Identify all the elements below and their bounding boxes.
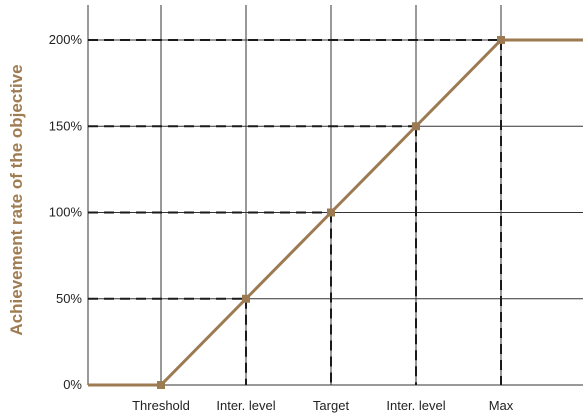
reference-dashes: [88, 39, 502, 385]
y-tick-label: 50%: [56, 291, 82, 306]
grid-lines: [87, 5, 583, 386]
data-point-marker: [497, 36, 505, 44]
x-tick-label: Threshold: [132, 398, 190, 413]
y-tick-label: 100%: [49, 205, 83, 220]
x-tick-label: Inter. level: [216, 398, 275, 413]
x-tick-labels: Threshold Inter. level Target Inter. level M…: [132, 398, 514, 413]
y-tick-label: 200%: [49, 32, 83, 47]
x-tick-label: Target: [313, 398, 350, 413]
y-tick-label: 0%: [63, 377, 82, 392]
data-point-marker: [157, 381, 165, 389]
series-layer: [88, 36, 583, 389]
y-tick-label: 150%: [49, 118, 83, 133]
data-point-marker: [412, 122, 420, 131]
y-tick-labels: 0% 50% 100% 150% 200%: [49, 32, 83, 392]
data-point-marker: [242, 294, 250, 303]
x-tick-label: Max: [489, 398, 514, 413]
x-tick-label: Inter. level: [386, 398, 445, 413]
y-axis-label: Achievement rate of the objective: [7, 64, 26, 335]
data-point-marker: [327, 208, 335, 217]
